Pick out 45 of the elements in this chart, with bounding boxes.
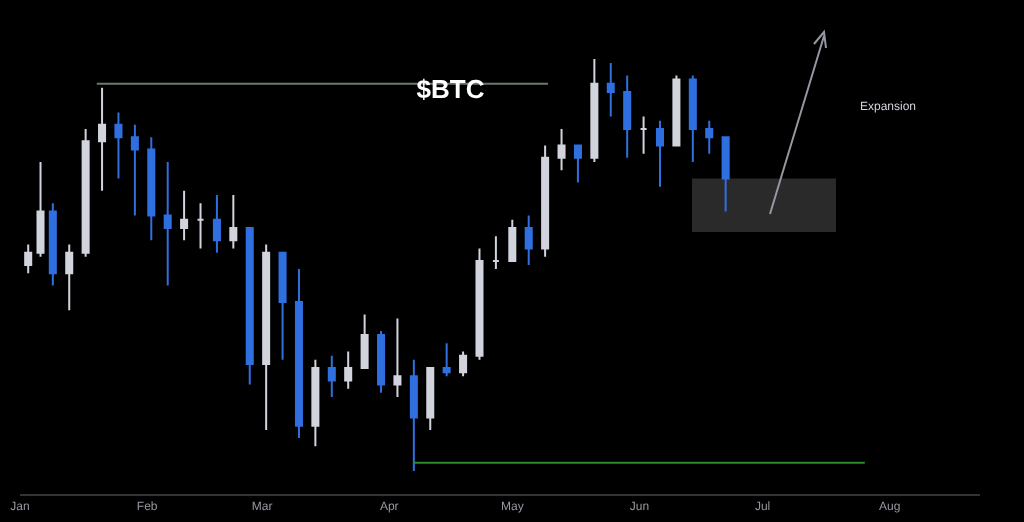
candlestick	[409, 358, 418, 473]
candlestick	[163, 160, 172, 287]
candlestick	[360, 313, 369, 370]
candlestick	[196, 202, 205, 250]
candlestick	[426, 367, 435, 431]
candlestick	[639, 115, 648, 155]
candlestick	[114, 111, 123, 180]
candlestick	[344, 350, 353, 390]
candlestick	[212, 193, 221, 254]
candlestick	[327, 354, 336, 398]
candlestick	[606, 62, 615, 118]
candlestick	[180, 189, 189, 242]
candlestick	[688, 74, 697, 163]
candlestick	[98, 86, 107, 192]
candlestick	[65, 243, 74, 312]
text: $BTC	[416, 73, 486, 104]
candlestick	[245, 226, 254, 386]
candlestick	[278, 251, 287, 361]
candlestick	[475, 247, 484, 361]
candlestick	[573, 144, 582, 184]
candlestick	[459, 350, 468, 378]
candlestick	[623, 74, 632, 159]
candlestick	[36, 160, 45, 258]
candlestick	[147, 136, 156, 242]
candlestick	[557, 127, 566, 172]
candlestick	[377, 329, 386, 394]
candlestick	[442, 342, 451, 378]
candlestick	[262, 243, 271, 431]
candlestick	[48, 202, 57, 287]
candlestick	[508, 218, 517, 262]
candlestick	[294, 268, 303, 440]
candlestick	[541, 144, 550, 258]
candlestick	[130, 123, 139, 217]
candlestick	[705, 119, 714, 155]
candlestick	[311, 358, 320, 448]
candlestick	[393, 317, 402, 398]
candlestick	[524, 214, 533, 266]
candlestick	[24, 243, 33, 275]
candlestick	[590, 57, 599, 163]
candlestick	[672, 74, 681, 147]
candlestick	[721, 136, 730, 213]
candlestick	[655, 119, 665, 188]
candlestick	[81, 127, 90, 258]
candlestick	[229, 193, 238, 250]
candlestick	[491, 235, 500, 271]
